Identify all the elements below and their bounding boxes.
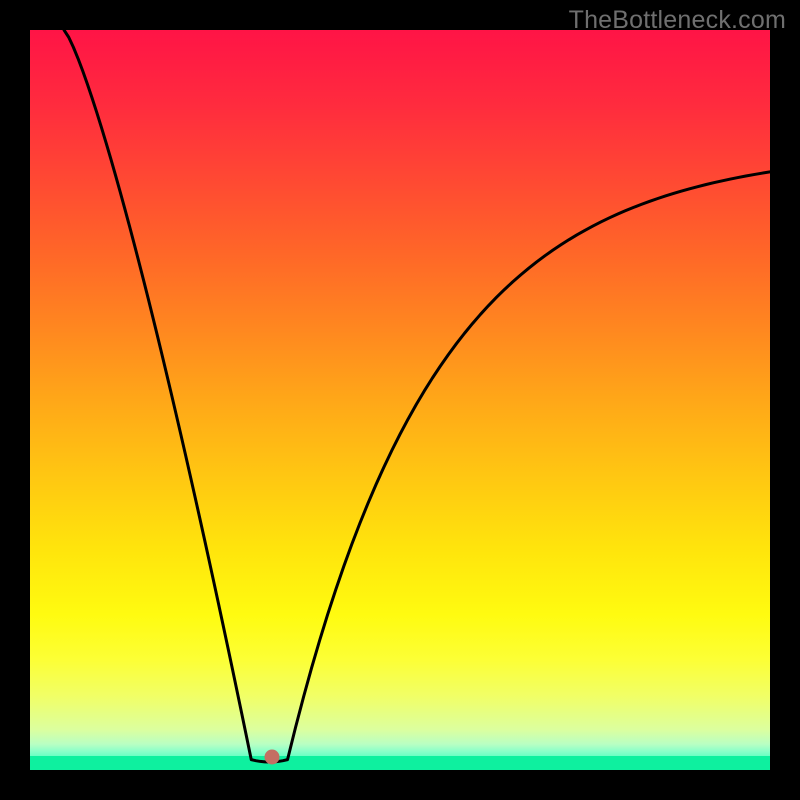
watermark-text: TheBottleneck.com <box>569 6 786 35</box>
curve-svg <box>30 30 770 770</box>
plot-area <box>30 30 770 770</box>
bottleneck-curve <box>64 30 770 762</box>
minimum-marker-dot <box>264 749 279 764</box>
